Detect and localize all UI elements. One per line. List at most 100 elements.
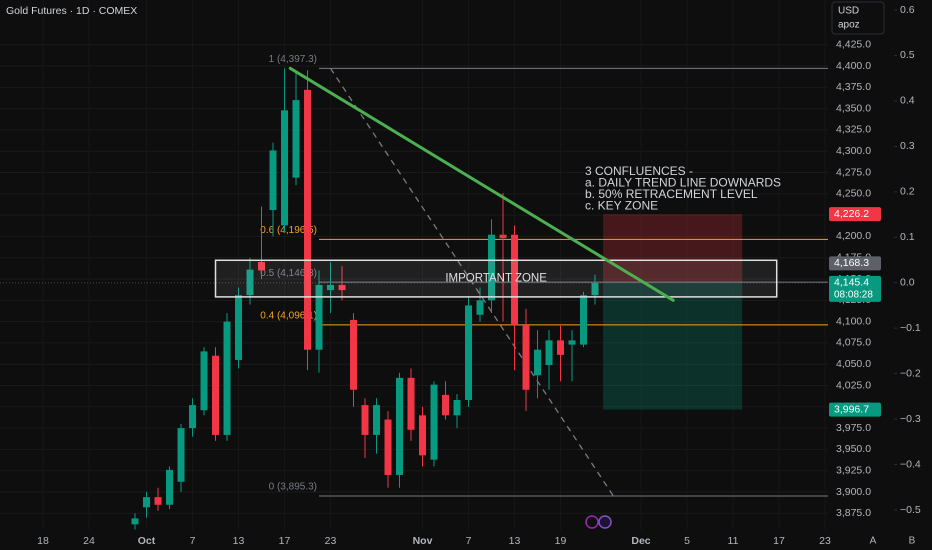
important-zone [214,259,778,298]
candle-body [488,234,496,301]
scale-button[interactable]: A [870,536,877,547]
candle-body [258,261,266,271]
x-tick-label: 24 [83,535,95,547]
event-icon[interactable] [585,515,599,529]
zone-label: IMPORTANT ZONE [445,273,547,285]
candle-body [522,325,530,390]
fib-label: 1 (4,397.3) [269,54,317,65]
y-tick-label: 4,375.0 [836,81,871,93]
price-tag-label: 3,996.7 [834,403,869,415]
y-tick-label: 4,075.0 [836,337,871,349]
candle-body [476,300,484,315]
candle-body [419,415,427,456]
y2-tick-label: 0.4 [900,95,915,107]
y-tick-label: 4,100.0 [836,315,871,327]
x-tick-label: 18 [37,535,49,547]
y2-tick-label: −0.5 [900,504,921,516]
candle-body [269,150,277,211]
candle-body [580,295,588,345]
y2-tick-label: 0.6 [900,4,915,16]
candle-body [453,399,461,416]
y-tick-label: 3,875.0 [836,507,871,519]
candle-body [131,518,139,525]
y-tick-label: 4,425.0 [836,39,871,51]
currency[interactable]: USD [838,6,859,17]
fib-label: 0.6 (4,196.5) [260,225,317,236]
event-icon[interactable] [598,515,612,529]
x-tick-label: 13 [233,535,245,547]
candle-body [235,295,243,360]
plot-area: 1 (4,397.3) 0.6 (4,196.5) 0.5 (4,146.3) 0.4… [0,44,828,530]
x-tick-label: Oct [138,535,156,547]
annotation: b. 50% RETRACEMENT LEVEL [585,187,758,201]
chart-title: Gold Futures · 1D · COMEX [6,5,137,17]
currency-box[interactable] [831,1,885,35]
candle-body [545,340,553,366]
candle-body [315,284,323,350]
y-tick-label: 4,250.0 [836,188,871,200]
y2-tick-label: −0.2 [900,367,921,379]
candle-body [557,340,565,355]
candle-body [338,284,346,291]
candle-body [304,89,312,350]
candle-body [568,340,576,345]
price-tag-label: 4,145.4 [834,277,869,289]
trend-line [288,66,675,302]
candle-body [281,110,289,226]
candle-body [384,419,392,475]
candle-body [200,351,208,411]
y2-tick-label: 0.1 [900,231,915,243]
price-tag-label: 4,226.2 [834,208,869,220]
candle-body [166,469,174,505]
candle-body [350,319,358,390]
x-tick-label: 7 [466,535,472,547]
candle-body [534,349,542,376]
price-tag [829,402,881,417]
candle-body [246,269,254,296]
x-tick-label: Dec [631,535,650,547]
x-tick-label: 5 [684,535,690,547]
overlay: 3,875.03,900.03,925.03,950.03,975.04,000… [37,4,921,547]
candle-body [442,394,450,416]
scale-name[interactable]: apoz [838,20,860,31]
countdown: 08:08:28 [834,290,873,301]
y2-tick-label: 0.5 [900,49,915,61]
candle-body [292,100,300,178]
candle-body [361,405,369,435]
candle-body [465,305,473,400]
candle-body [591,282,599,296]
scale-button[interactable]: B [909,536,916,547]
annotation: c. KEY ZONE [585,199,658,213]
x-tick-label: Nov [413,535,433,547]
y2-tick-label: 0.2 [900,186,915,198]
y-tick-label: 3,900.0 [836,486,871,498]
fib-trend-line [329,67,614,497]
x-tick-label: 23 [819,535,831,547]
annotation: a. DAILY TREND LINE DOWNARDS [585,176,781,190]
fib-label: 0.5 (4,146.3) [260,268,317,279]
target-zone [603,282,743,410]
candle-body [396,377,404,475]
price-tag [829,256,881,271]
y-tick-label: 4,050.0 [836,358,871,370]
y-tick-label: 3,925.0 [836,464,871,476]
price-tag [829,275,881,302]
candle-body [499,234,507,239]
y-tick-label: 4,325.0 [836,124,871,136]
candle-body [189,405,197,429]
y2-tick-label: 0.0 [900,277,915,289]
x-tick-label: 17 [773,535,785,547]
x-tick-label: 17 [279,535,291,547]
candle-body [223,321,231,435]
x-tick-label: 7 [190,535,196,547]
candle-body [407,377,415,430]
candle-body [327,284,335,291]
y2-tick-label: −0.4 [900,458,921,470]
x-tick-label: 23 [325,535,337,547]
y2-tick-label: −0.1 [900,322,921,334]
y-tick-label: 4,400.0 [836,60,871,72]
price-tag-label: 4,168.3 [834,257,869,269]
y-tick-label: 4,200.0 [836,230,871,242]
